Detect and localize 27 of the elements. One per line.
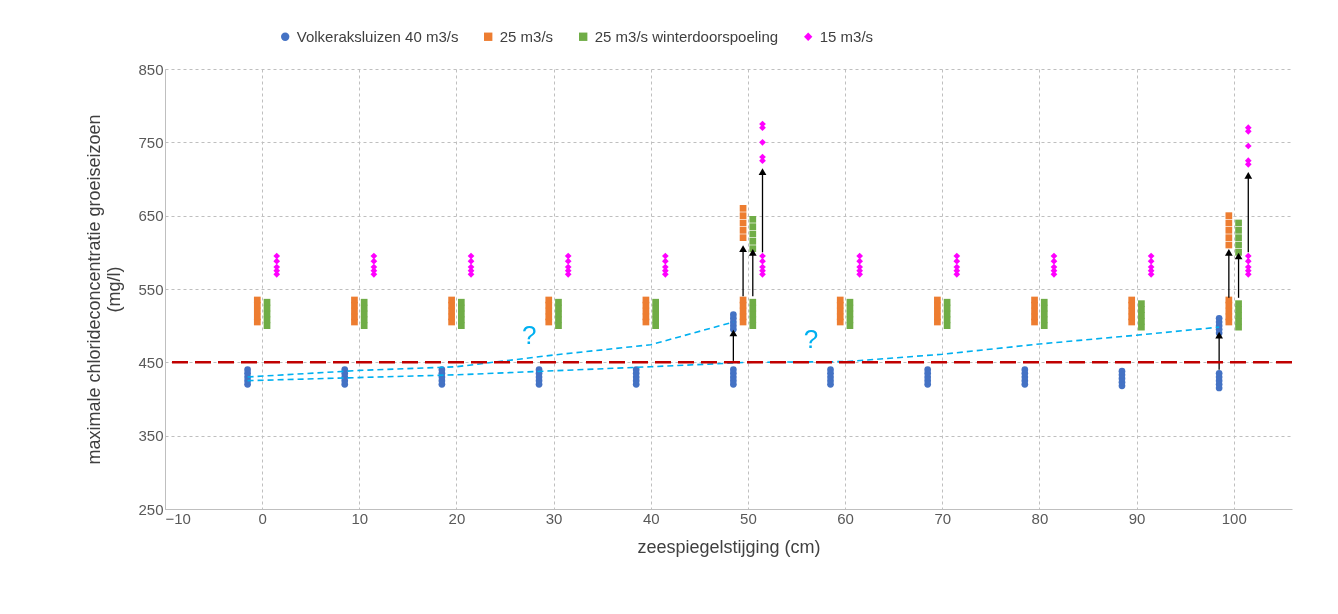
x-tick-label: 100 <box>1221 509 1247 527</box>
x-tick-label: 80 <box>1031 509 1049 527</box>
x-tick-label: 10 <box>351 509 369 527</box>
y-tick-label: 450 <box>138 353 164 371</box>
y-axis-title: maximale chlorideconcentratie groeiseizoen (mg/l) <box>84 114 125 465</box>
x-tick-label: 0 <box>258 509 267 527</box>
y-tick-label: 250 <box>138 500 164 518</box>
legend-label: 25 m3/s <box>499 27 554 45</box>
x-tick-label: 50 <box>740 509 757 527</box>
x-tick-label: 70 <box>934 509 952 527</box>
legend-label: 25 m3/s winterdoorspoeling <box>594 27 779 45</box>
x-tick-label: 30 <box>545 509 563 527</box>
y-tick-label: 650 <box>138 207 164 225</box>
x-axis-title: zeespiegelstijging (cm) <box>637 536 821 557</box>
x-tick-label: 90 <box>1128 509 1146 527</box>
x-tick-label: 40 <box>642 509 660 527</box>
y-tick-label: 550 <box>138 280 164 298</box>
y-tick-label: 850 <box>138 60 164 78</box>
annotation: ? <box>803 323 819 354</box>
legend-label: 15 m3/s <box>819 27 874 45</box>
y-tick-label: 350 <box>138 427 164 445</box>
legend-label: Volkeraksluizen 40 m3/s <box>296 27 459 45</box>
x-tick-label: 20 <box>448 509 466 527</box>
y-tick-label: 750 <box>138 133 164 151</box>
x-tick-label: −10 <box>165 509 191 527</box>
annotation: ? <box>522 319 537 350</box>
x-tick-label: 60 <box>837 509 854 527</box>
